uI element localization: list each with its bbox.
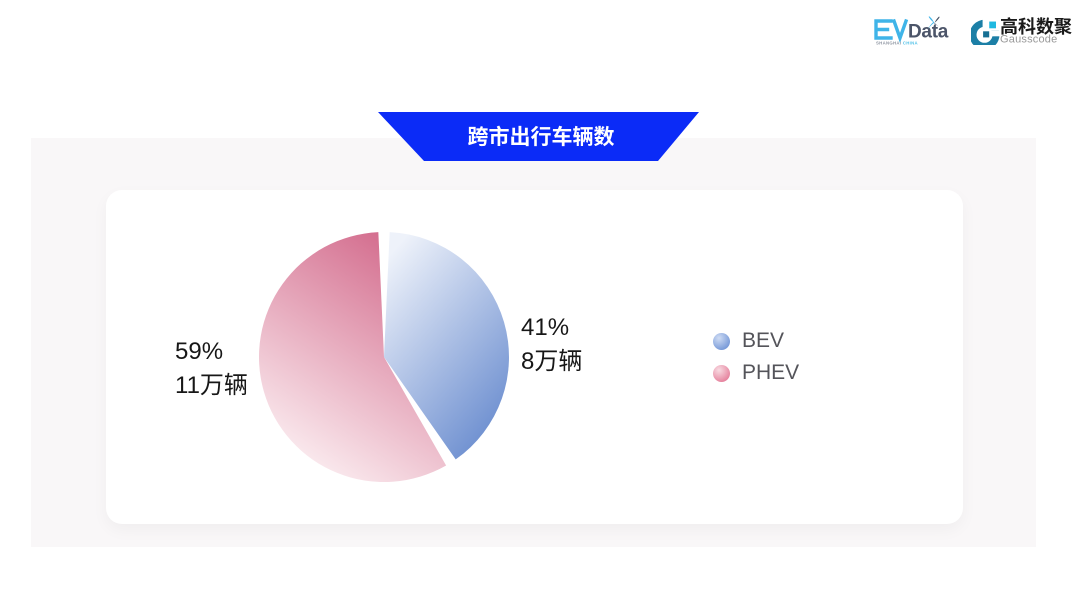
svg-text:SHANGHAI CHINA: SHANGHAI CHINA <box>876 41 918 46</box>
svg-text:跨市出行车辆数: 跨市出行车辆数 <box>468 125 615 149</box>
svg-text:Data: Data <box>908 22 949 43</box>
svg-text:Gausscode: Gausscode <box>1000 34 1057 46</box>
